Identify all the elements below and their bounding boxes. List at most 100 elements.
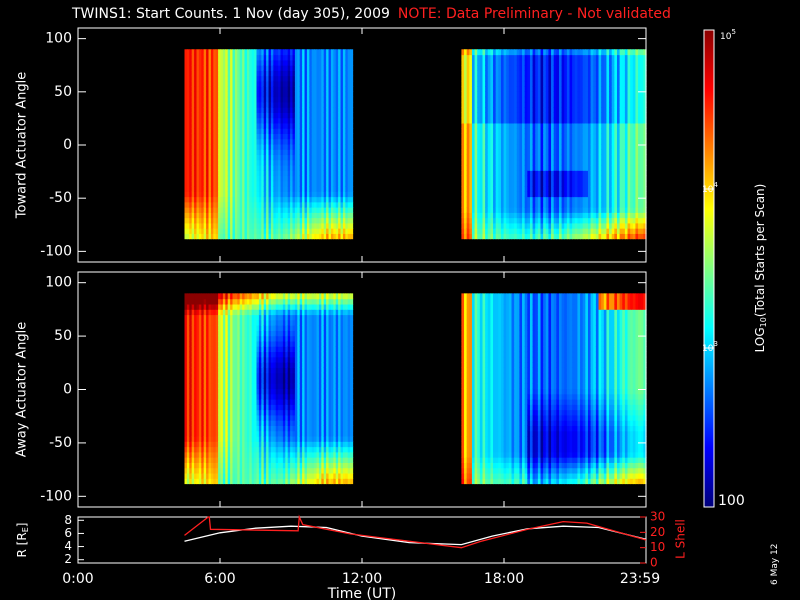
heatmap-cell <box>574 54 579 61</box>
heatmap-cell <box>220 207 224 213</box>
heatmap-cell <box>206 180 210 187</box>
heatmap-cell <box>616 80 621 87</box>
heatmap-cell <box>220 228 224 234</box>
heatmap-cell <box>640 233 644 240</box>
heatmap-cell <box>564 133 568 140</box>
heatmap-cell <box>519 164 523 171</box>
heatmap-cell <box>606 159 610 166</box>
heatmap-cell <box>249 49 253 56</box>
heatmap-cell <box>540 138 544 145</box>
heatmap-cell <box>242 164 246 171</box>
heatmap-cell <box>230 180 234 187</box>
heatmap-cell <box>558 159 563 166</box>
heatmap-cell <box>287 180 291 187</box>
heatmap-cell <box>632 164 637 171</box>
heatmap-cell <box>630 228 634 234</box>
heatmap-cell <box>270 91 274 98</box>
heatmap-cell <box>606 128 610 135</box>
heatmap-cell <box>611 54 615 61</box>
heatmap-cell <box>503 164 507 171</box>
heatmap-cell <box>632 175 637 182</box>
heatmap-cell <box>338 159 342 166</box>
heatmap-cell <box>466 80 470 87</box>
heatmap-cell <box>335 201 339 208</box>
heatmap-cell <box>527 91 531 98</box>
heatmap-cell <box>282 212 286 219</box>
heatmap-cell <box>194 186 198 192</box>
heatmap-cell <box>338 54 342 61</box>
heatmap-cell <box>309 170 313 177</box>
heatmap-cell <box>500 112 505 119</box>
heatmap-cell <box>508 164 513 171</box>
heatmap-cell <box>232 86 236 92</box>
heatmap-cell <box>545 107 550 113</box>
heatmap-cell <box>297 75 301 82</box>
heatmap-cell <box>537 49 542 56</box>
heatmap-cell <box>461 191 465 198</box>
heatmap-cell <box>627 49 631 56</box>
heatmap-cell <box>328 122 332 129</box>
heatmap-cell <box>184 59 188 66</box>
heatmap-cell <box>622 186 626 192</box>
heatmap-cell <box>490 212 494 219</box>
heatmap-cell <box>194 180 198 187</box>
heatmap-cell <box>222 91 226 98</box>
heatmap-cell <box>249 149 253 156</box>
heatmap-cell <box>263 207 267 213</box>
heatmap-cell <box>529 154 534 161</box>
heatmap-cell <box>479 228 484 234</box>
heatmap-cell <box>466 143 470 150</box>
heatmap-cell <box>498 112 502 119</box>
heatmap-cell <box>469 70 473 77</box>
heatmap-cell <box>524 138 528 145</box>
heatmap-cell <box>244 164 248 171</box>
heatmap-cell <box>540 122 544 129</box>
heatmap-cell <box>616 96 621 103</box>
heatmap-cell <box>203 117 207 124</box>
heatmap-cell <box>333 143 337 150</box>
heatmap-cell <box>318 80 322 87</box>
heatmap-cell <box>302 159 306 166</box>
heatmap-cell <box>186 70 190 77</box>
heatmap-cell <box>572 191 576 198</box>
heatmap-cell <box>514 112 518 119</box>
heatmap-cell <box>611 133 615 140</box>
heatmap-cell <box>593 170 597 177</box>
heatmap-cell <box>540 107 544 113</box>
heatmap-cell <box>574 228 579 234</box>
heatmap-cell <box>347 91 351 98</box>
heatmap-cell <box>242 186 246 192</box>
heatmap-cell <box>198 164 202 171</box>
heatmap-cell <box>482 133 486 140</box>
heatmap-cell <box>302 101 306 108</box>
heatmap-cell <box>603 75 608 82</box>
heatmap-cell <box>580 228 584 234</box>
heatmap-cell <box>234 133 238 140</box>
heatmap-cell <box>258 233 262 240</box>
heatmap-cell <box>222 96 226 103</box>
heatmap-cell <box>302 143 306 150</box>
heatmap-cell <box>487 86 492 92</box>
heatmap-cell <box>477 212 481 219</box>
heatmap-cell <box>304 96 308 103</box>
heatmap-cell <box>230 65 234 71</box>
heatmap-cell <box>482 101 486 108</box>
heatmap-cell <box>318 217 322 224</box>
heatmap-cell <box>556 133 560 140</box>
heatmap-cell <box>246 122 250 129</box>
heatmap-cell <box>239 96 243 103</box>
heatmap-cell <box>529 212 534 219</box>
heatmap-cell <box>572 70 576 77</box>
heatmap-cell <box>619 149 623 156</box>
heatmap-cell <box>347 186 351 192</box>
heatmap-cell <box>506 107 510 113</box>
heatmap-cell <box>306 175 310 182</box>
heatmap-cell <box>196 65 200 71</box>
heatmap-cell <box>266 59 270 66</box>
heatmap-cell <box>609 128 613 135</box>
heatmap-cell <box>640 175 644 182</box>
heatmap-cell <box>256 180 260 187</box>
heatmap-cell <box>203 175 207 182</box>
heatmap-cell <box>514 191 518 198</box>
heatmap-cell <box>461 117 465 124</box>
